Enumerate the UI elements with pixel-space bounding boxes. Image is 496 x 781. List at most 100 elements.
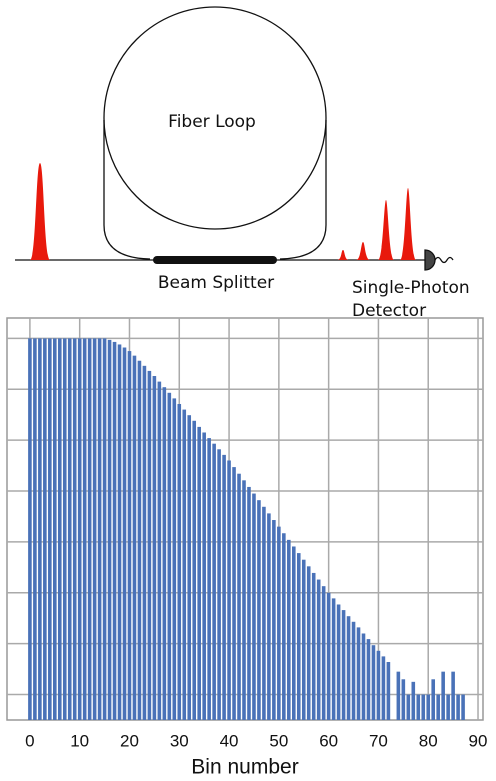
bar	[441, 671, 445, 720]
bar	[416, 694, 421, 720]
bar	[87, 338, 92, 720]
bar	[252, 493, 256, 720]
bar	[361, 633, 366, 720]
bar	[431, 679, 436, 720]
bar	[456, 694, 460, 720]
bar	[366, 639, 371, 720]
bar	[316, 579, 321, 720]
bar	[257, 500, 261, 720]
bar	[277, 526, 281, 720]
loop-leads	[103, 120, 327, 260]
bar	[187, 415, 192, 720]
signal-wire	[434, 256, 454, 264]
pulse	[378, 200, 394, 260]
detector	[424, 249, 436, 271]
bar	[107, 339, 112, 720]
bar	[401, 679, 406, 720]
bar	[212, 443, 216, 720]
bar	[117, 344, 122, 720]
x-tick-label: 0	[25, 731, 34, 750]
bar	[436, 694, 440, 720]
bar	[301, 559, 306, 720]
bar	[132, 355, 137, 720]
bar	[272, 520, 276, 720]
bar	[157, 381, 162, 720]
bar	[207, 438, 211, 720]
bar	[67, 338, 72, 720]
bar	[306, 566, 311, 720]
bar	[48, 338, 52, 720]
bar	[97, 338, 102, 720]
fiber-loop	[103, 6, 327, 230]
bar	[341, 610, 346, 720]
bar	[152, 376, 157, 720]
bar	[43, 338, 47, 720]
bar	[33, 338, 37, 720]
x-tick-label: 20	[120, 731, 139, 750]
bar	[346, 616, 351, 720]
bar	[227, 460, 231, 720]
bar	[336, 604, 341, 720]
bar	[177, 403, 182, 720]
pulse	[337, 250, 349, 260]
bar	[182, 409, 187, 720]
bar	[381, 656, 386, 720]
x-tick-label: 80	[419, 731, 438, 750]
bar	[326, 592, 331, 720]
bar	[38, 338, 42, 720]
bar	[356, 627, 361, 720]
bar	[112, 341, 117, 720]
x-tick-label: 70	[369, 731, 388, 750]
bar	[406, 694, 411, 720]
bar	[172, 398, 177, 720]
bar	[311, 572, 316, 720]
splitter-label: Beam Splitter	[158, 273, 274, 293]
bar	[137, 360, 142, 720]
bar	[53, 338, 57, 720]
bar	[127, 351, 132, 720]
bar	[426, 694, 431, 720]
bar	[371, 645, 376, 720]
x-tick-label: 10	[70, 731, 89, 750]
bar	[237, 473, 241, 720]
bar	[28, 338, 32, 720]
detector-label: Detector	[352, 301, 426, 321]
x-tick-label: 60	[319, 731, 338, 750]
x-tick-label: 50	[269, 731, 288, 750]
x-tick-label: 90	[469, 731, 488, 750]
x-axis-label: Bin number	[191, 756, 298, 779]
bar	[292, 546, 296, 720]
x-tick-label: 40	[220, 731, 239, 750]
bar	[82, 338, 87, 720]
bar	[282, 533, 286, 720]
bar	[351, 621, 356, 720]
bar	[192, 420, 197, 720]
input-pulse	[30, 163, 50, 260]
bar	[331, 598, 336, 720]
bar	[446, 694, 450, 720]
bar	[57, 338, 62, 720]
bar	[122, 347, 127, 720]
bar	[396, 671, 401, 720]
bar	[451, 671, 455, 720]
pulse	[356, 242, 370, 260]
bar	[162, 387, 167, 720]
bar	[197, 426, 201, 720]
bar	[411, 681, 416, 720]
bar	[142, 365, 147, 720]
bar	[232, 467, 236, 720]
bar	[247, 486, 251, 720]
bar	[386, 661, 391, 720]
bar	[147, 370, 152, 720]
bar	[62, 338, 67, 720]
pulse	[400, 188, 416, 260]
bar	[77, 338, 82, 720]
bar	[287, 539, 291, 720]
bar	[102, 338, 107, 720]
bar	[222, 454, 226, 720]
bar	[267, 513, 271, 720]
detector-label: Single-Photon	[352, 278, 470, 298]
pulses	[30, 163, 416, 260]
bar	[92, 338, 97, 720]
bar	[461, 694, 465, 720]
